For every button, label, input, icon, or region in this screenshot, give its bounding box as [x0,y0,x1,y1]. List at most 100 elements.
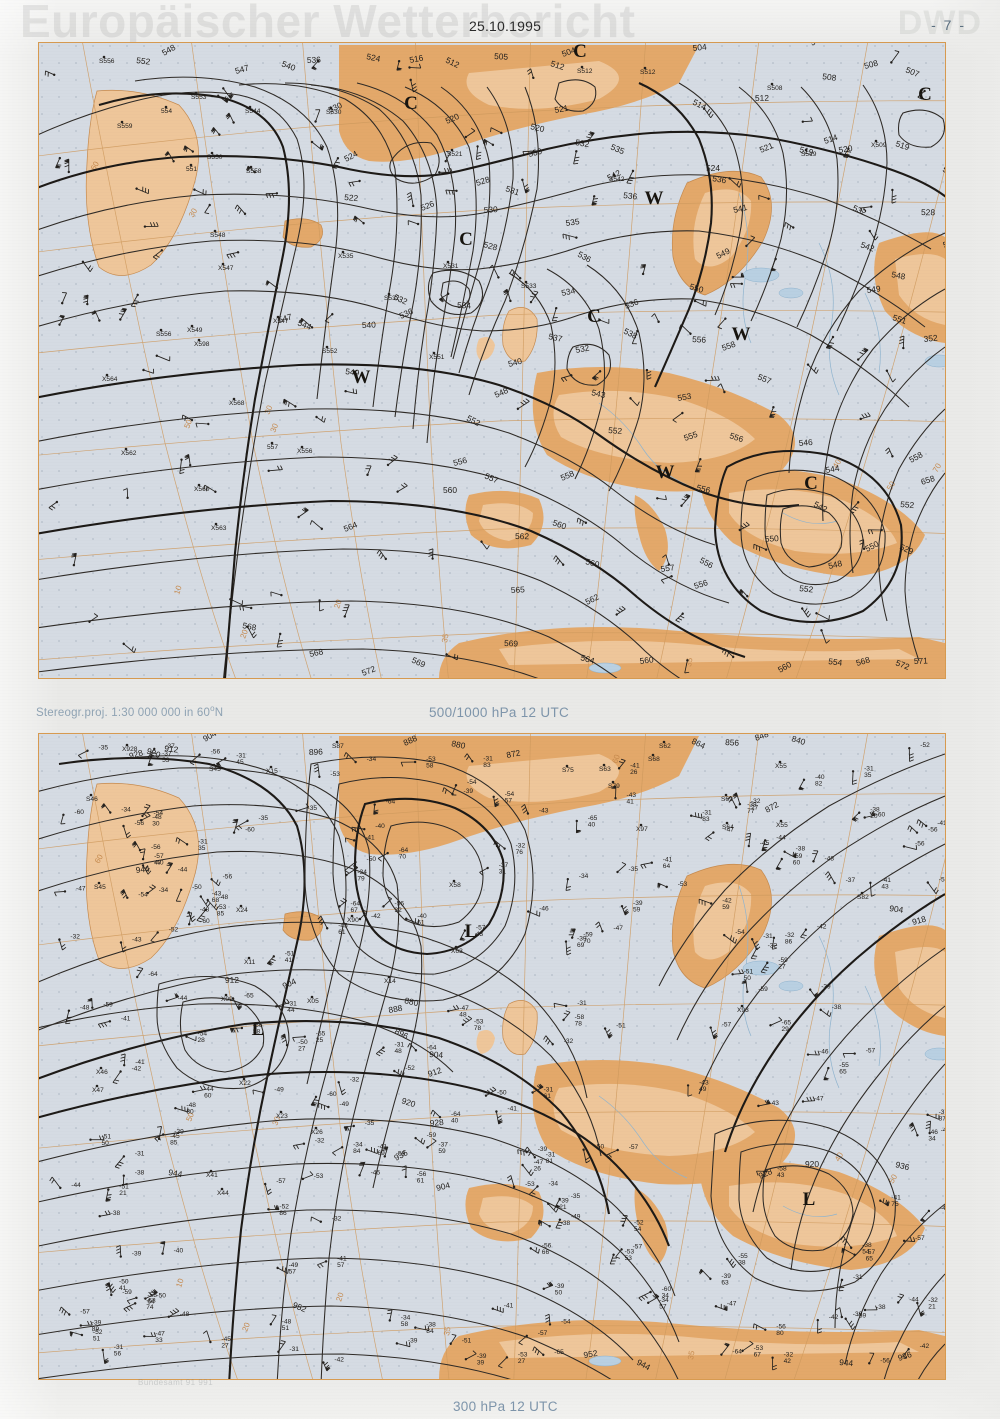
wind-barb [122,642,137,653]
dewpoint-label: 21 [928,1304,936,1311]
landmasses [85,736,945,1379]
wind-barb [902,1236,916,1242]
wind-barb [48,500,59,511]
wind-barb [573,150,580,165]
wind-barb [292,1035,306,1042]
wind-barb [631,329,639,345]
temperature-label: -64 [399,847,409,854]
contour-label: 521 [554,103,570,115]
wind-barb [717,317,727,330]
contour-label: 540 [362,320,377,330]
wind-barb [119,941,128,953]
dewpoint-label: 58 [426,763,434,770]
dewpoint-label: 27 [778,963,786,970]
dewpoint-label: 64 [147,1298,155,1305]
contour-label: 568 [855,654,872,668]
contour-label: 519 [894,138,911,152]
wind-barb [532,1346,545,1356]
contour-label: 888 [388,1003,404,1015]
dewpoint-label: 41 [627,799,635,806]
wind-barb [246,165,257,174]
temperature-label: -40 [417,913,427,920]
contour-label: 904 [889,903,905,915]
wind-barb [263,1182,272,1195]
station-label: S519 [801,151,817,158]
contour-label: 541 [732,202,748,215]
temperature-label: -44 [71,1182,81,1189]
temperature-label: -47 [613,925,623,932]
contour-label: 504 [808,43,825,48]
station-dot [329,106,333,110]
wind-barb [753,543,768,552]
wind-barb [337,1081,347,1096]
contour-label: 920 [805,1159,819,1169]
wind-barb [277,1340,286,1353]
wind-barb [842,1052,856,1058]
wind-barb [58,314,65,326]
page-date: 25.10.1995 [469,18,542,34]
temperature-label: -50 [298,1039,308,1046]
wind-barb [843,147,852,158]
temperature-label: -46 [819,1049,829,1056]
contour-label: 555 [682,429,699,443]
dewpoint-label: 58 [253,1029,261,1036]
temperature-label: -48 [80,1005,90,1012]
wind-barb [69,1331,84,1338]
wind-barb [444,151,451,163]
wind-barb [863,1305,878,1312]
temperature-label: -31 [114,1344,124,1351]
contour-label: 534 [560,285,576,298]
station-label: X547 [218,265,234,272]
map-500-1000hpa[interactable]: 60 50 20 30 20 10 35 35 30 30 40 50 70 [38,42,946,679]
station-dot [350,914,354,918]
wind-barb [605,1148,619,1159]
station-dot [210,151,214,155]
temperature-label: -47 [727,1300,737,1307]
wind-barb [297,507,309,519]
wind-barb [267,1204,280,1211]
map-300hpa[interactable]: 60 50 20 30 20 10 35 35 40 50 60 [38,733,946,1380]
wind-barb [493,840,506,850]
wind-barb [164,151,175,163]
temperature-label: -52 [279,1203,289,1210]
contour-label: 952 [583,1348,599,1360]
temperature-label: -49 [571,1214,581,1221]
station-dot [804,148,808,152]
wind-barb [344,860,357,874]
contour-label: 532 [575,137,591,149]
station-label: S63 [599,766,611,773]
dewpoint-label: 51 [282,1325,290,1332]
dewpoint-label: 60 [793,860,801,867]
dewpoint-label: 50 [555,1289,563,1296]
dewpoint-label: 50 [744,975,752,982]
station-dot [310,995,314,999]
dewpoint-label: 43 [476,931,484,938]
contour-label: 516 [408,52,424,65]
station-label: X93 [737,1007,749,1014]
wind-barb [59,1306,71,1316]
wind-barb [280,1033,289,1047]
temperature-label: -65 [554,1349,564,1356]
temperature-label: -39 [577,936,587,943]
wind-barb [126,1296,138,1305]
temperature-label: -40 [375,823,385,830]
station-dot [213,229,217,233]
wind-barb [461,1015,473,1026]
wind-barb [704,375,720,382]
wind-barb [705,831,715,842]
station-dot [450,148,454,152]
dewpoint-label: 64 [663,863,671,870]
wind-barb [115,1245,123,1258]
contour-label: 554 [828,656,843,668]
contour-label: 572 [894,658,911,672]
station-label: X47 [92,1087,104,1094]
station-label: X58 [449,882,461,889]
wind-barb [908,1122,919,1137]
wind-barb [615,1248,623,1259]
temperature-label: -39 [92,1320,102,1327]
wind-barb [414,1136,426,1145]
temperature-label: -41 [937,820,945,827]
temperature-label: -38 [870,807,880,814]
dewpoint-label: 44 [287,1007,295,1014]
temperature-label: -48 [186,1102,196,1109]
